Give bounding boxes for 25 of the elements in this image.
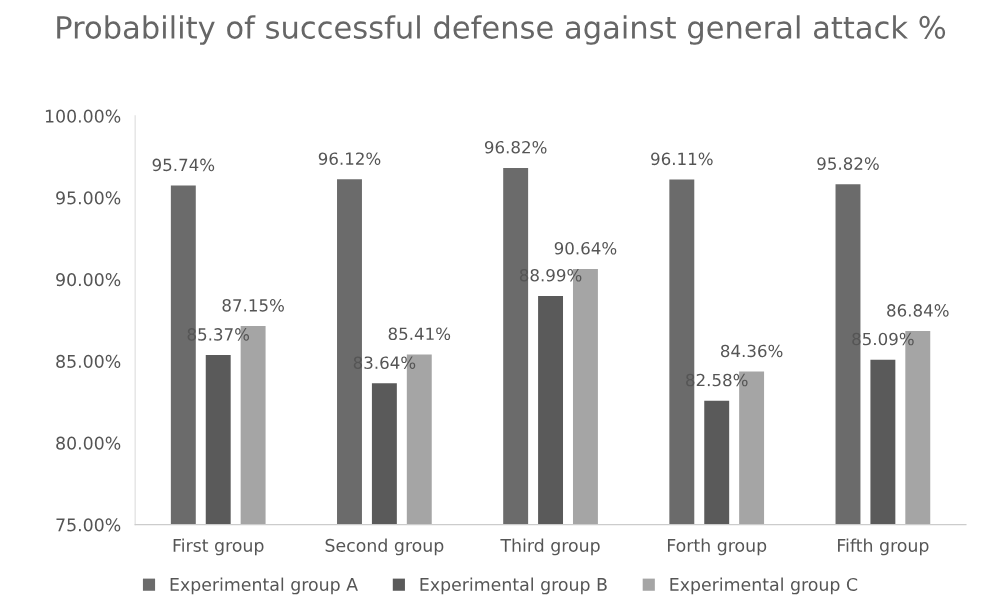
- data-label: 87.15%: [222, 299, 284, 312]
- y-tick-label: 95.00%: [56, 191, 121, 205]
- y-tick-label: 75.00%: [56, 518, 121, 532]
- y-tick-label: 85.00%: [56, 354, 121, 368]
- y-tick-label: 100.00%: [45, 109, 121, 123]
- data-label: 90.64%: [554, 241, 617, 255]
- data-label: 95.82%: [817, 157, 879, 170]
- legend-label: Experimental group B: [420, 577, 607, 595]
- x-tick-label: Forth group: [667, 538, 767, 556]
- x-tick-label: First group: [173, 538, 264, 556]
- x-tick-label: Second group: [325, 538, 444, 556]
- data-label: 85.41%: [388, 327, 451, 341]
- data-label: 96.12%: [318, 152, 381, 165]
- legend-label: Experimental group A: [170, 577, 358, 595]
- chart-title: Probability of successful defense against general attack %: [57, 15, 946, 45]
- x-tick-label: Fifth group: [838, 538, 929, 556]
- y-tick-label: 90.00%: [56, 273, 121, 287]
- data-label: 96.11%: [651, 152, 713, 166]
- data-label: 95.74%: [152, 158, 215, 172]
- data-label: 96.82%: [484, 140, 547, 154]
- legend-label: Experimental group C: [670, 577, 858, 595]
- data-label: 86.84%: [887, 304, 949, 317]
- y-tick-label: 80.00%: [56, 436, 121, 450]
- x-tick-label: Third group: [500, 538, 600, 556]
- data-label: 84.36%: [720, 344, 783, 358]
